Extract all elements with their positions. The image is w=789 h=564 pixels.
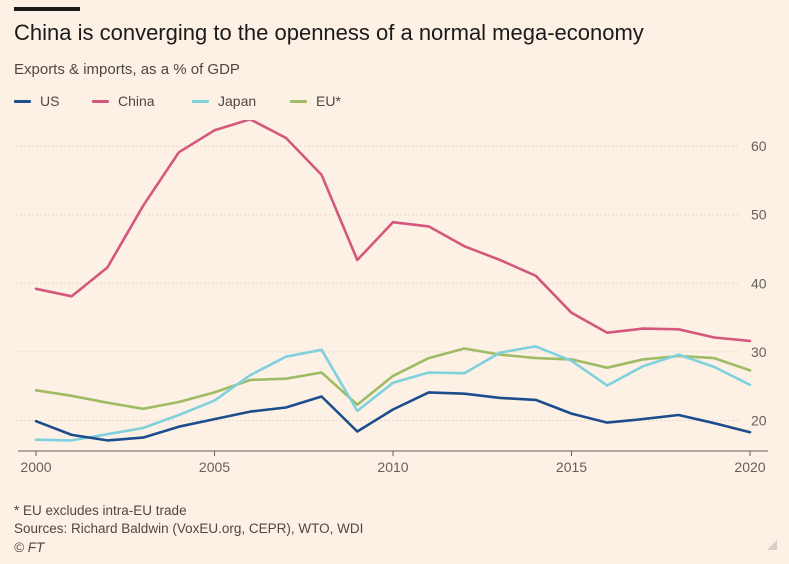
y-tick-label-60: 60 — [751, 138, 767, 154]
legend-item-china: China — [92, 93, 155, 109]
legend-swatch-china — [92, 99, 109, 103]
x-tick-label-2015: 2015 — [556, 459, 587, 475]
legend-item-japan: Japan — [192, 93, 256, 109]
x-tick-label-2010: 2010 — [377, 459, 408, 475]
legend-label-china: China — [118, 93, 155, 109]
y-tick-label-30: 30 — [751, 344, 767, 360]
series-line-eu — [34, 347, 752, 411]
x-tick-label-2020: 2020 — [734, 459, 765, 475]
x-tick-label-2000: 2000 — [20, 459, 51, 475]
chart-subtitle: Exports & imports, as a % of GDP — [14, 61, 240, 78]
legend-item-us: US — [14, 93, 59, 109]
legend-swatch-japan — [192, 99, 209, 103]
series-line-japan — [34, 345, 752, 442]
line-chart: 20 30 40 50 60 2000 2005 2010 2015 2020 — [16, 120, 768, 475]
footnote: * EU excludes intra-EU trade — [14, 503, 187, 518]
series-line-us — [34, 391, 752, 442]
legend-label-japan: Japan — [218, 93, 257, 109]
resize-corner-icon — [767, 540, 777, 550]
legend-swatch-us — [14, 99, 31, 103]
legend-swatch-eu — [290, 99, 307, 103]
legend-item-eu: EU* — [290, 93, 341, 109]
x-tick-label-2005: 2005 — [199, 459, 230, 475]
copyright-note: © FT — [14, 540, 45, 555]
legend-label-eu: EU* — [316, 93, 341, 109]
y-tick-label-50: 50 — [751, 207, 767, 223]
y-tick-label-40: 40 — [751, 275, 767, 291]
chart-title: China is converging to the openness of a… — [14, 20, 644, 45]
sources-note: Sources: Richard Baldwin (VoxEU.org, CEP… — [14, 521, 364, 536]
series-line-china — [34, 120, 752, 343]
legend-label-us: US — [40, 93, 60, 109]
title-rule — [14, 7, 80, 11]
y-tick-label-20: 20 — [751, 413, 767, 429]
